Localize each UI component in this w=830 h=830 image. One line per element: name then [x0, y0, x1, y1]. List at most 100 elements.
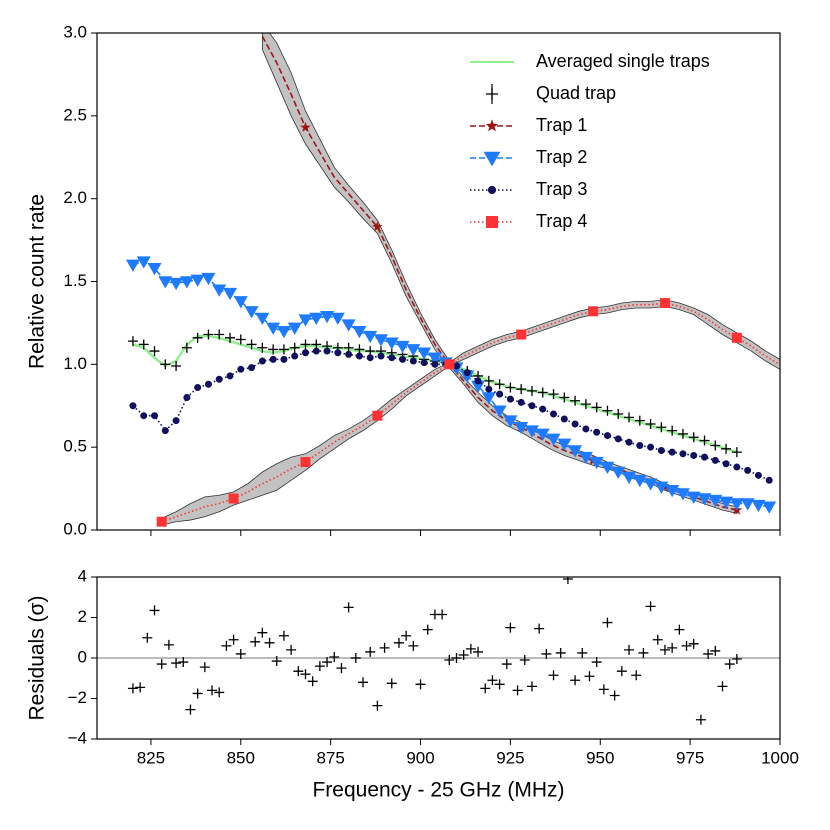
marker — [593, 428, 601, 436]
marker — [645, 418, 656, 429]
marker — [228, 493, 239, 504]
marker — [733, 463, 741, 471]
marker — [204, 380, 212, 388]
marker — [681, 640, 692, 651]
marker — [555, 647, 566, 658]
marker — [373, 334, 388, 347]
marker — [417, 347, 432, 360]
marker — [686, 491, 701, 504]
marker — [183, 393, 191, 401]
marker — [377, 352, 385, 360]
marker — [393, 637, 404, 648]
marker — [710, 645, 721, 656]
marker — [336, 663, 347, 674]
marker — [516, 329, 527, 340]
marker — [528, 402, 536, 410]
marker — [598, 684, 609, 695]
marker — [724, 659, 735, 670]
marker — [534, 623, 545, 634]
marker — [214, 687, 225, 698]
marker — [546, 433, 561, 446]
marker — [320, 311, 335, 324]
legend-label: Trap 2 — [536, 147, 587, 167]
marker — [481, 392, 496, 405]
x-tick-label: 900 — [406, 748, 434, 767]
marker — [289, 342, 300, 353]
marker — [420, 359, 428, 367]
marker — [548, 670, 559, 681]
marker — [616, 666, 627, 677]
marker — [444, 655, 455, 666]
marker — [557, 438, 572, 451]
marker — [149, 605, 160, 616]
marker — [560, 415, 568, 423]
marker — [226, 372, 234, 380]
marker — [722, 460, 730, 468]
marker — [160, 359, 171, 370]
marker — [214, 329, 225, 340]
marker — [372, 410, 383, 421]
marker — [541, 648, 552, 659]
marker — [622, 471, 637, 484]
marker — [483, 151, 501, 167]
marker — [614, 435, 622, 443]
marker — [602, 617, 613, 628]
marker — [591, 402, 602, 413]
marker — [717, 681, 728, 692]
marker — [158, 276, 173, 289]
marker — [580, 399, 591, 410]
marker — [258, 357, 266, 365]
marker — [329, 651, 340, 662]
marker — [192, 332, 203, 343]
marker — [494, 679, 505, 690]
x-tick-label: 950 — [586, 748, 614, 767]
marker — [654, 481, 669, 494]
marker — [744, 466, 752, 474]
marker — [298, 314, 313, 327]
y-tick-label: 2.0 — [63, 188, 87, 207]
marker — [312, 347, 320, 355]
marker — [355, 352, 363, 360]
marker — [624, 412, 635, 423]
marker — [659, 644, 670, 655]
marker — [699, 435, 710, 446]
marker — [237, 365, 245, 373]
marker — [372, 221, 383, 232]
marker — [762, 501, 777, 514]
marker — [341, 319, 356, 332]
marker — [287, 322, 302, 335]
marker — [395, 340, 410, 354]
marker — [322, 657, 333, 668]
marker — [519, 655, 530, 666]
marker — [674, 624, 685, 635]
marker — [147, 262, 162, 276]
marker — [384, 337, 399, 350]
marker — [343, 602, 354, 613]
marker — [301, 349, 309, 357]
marker — [194, 384, 202, 392]
marker — [163, 639, 174, 650]
marker — [652, 634, 663, 645]
marker — [609, 690, 620, 701]
marker — [142, 632, 153, 643]
legend-label: Averaged single traps — [536, 51, 710, 71]
marker — [248, 364, 256, 372]
marker — [246, 339, 257, 350]
marker — [203, 329, 214, 340]
axes-frame — [96, 32, 781, 531]
marker — [570, 395, 581, 406]
marker — [125, 259, 140, 272]
marker — [221, 640, 232, 651]
marker — [591, 657, 602, 668]
marker — [486, 216, 498, 228]
marker — [503, 415, 518, 428]
marker — [207, 685, 218, 696]
marker — [600, 461, 615, 475]
plot-area — [97, 577, 780, 725]
marker — [171, 658, 182, 669]
marker — [505, 622, 516, 633]
marker — [588, 306, 599, 317]
marker — [496, 390, 504, 398]
x-tick-label: 975 — [676, 748, 704, 767]
marker — [181, 342, 192, 353]
